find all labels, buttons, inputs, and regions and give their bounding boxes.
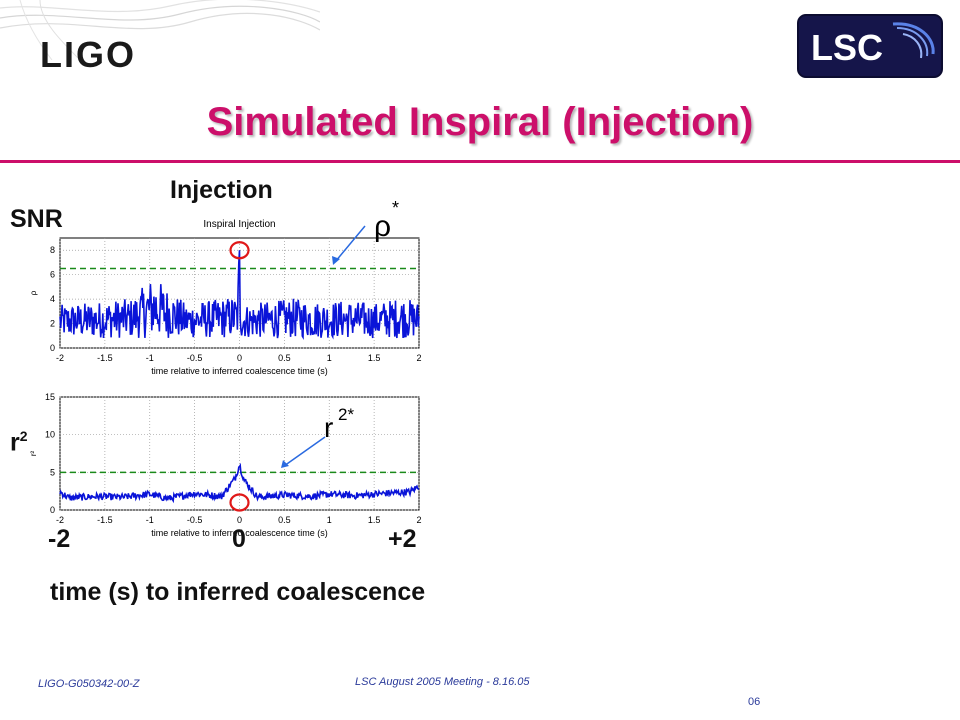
data-trace — [59, 250, 420, 341]
rho-star-label: ρ — [374, 210, 391, 243]
y-axis-label: ρ — [29, 290, 38, 295]
y-tick-label: 5 — [50, 467, 55, 477]
y-tick-label: 2 — [50, 319, 55, 329]
snr-label: SNR — [10, 205, 63, 233]
title-divider — [0, 160, 960, 163]
x-tick-label: 1 — [327, 353, 332, 363]
rho-star-superscript: * — [392, 198, 399, 218]
chart-panel-2: -2 -1.5 -1 -0.5 0 0.5 1 1.5 2 0 5 10 15 time relative… — [29, 392, 422, 538]
y-tick-label: 0 — [50, 343, 55, 353]
r2-star-label: r — [324, 412, 333, 443]
r2-star-superscript: 2* — [338, 405, 354, 424]
lsc-logo-text: LSC — [811, 27, 883, 68]
y-tick-label: 8 — [50, 245, 55, 255]
x-tick-label: -2 — [56, 515, 64, 525]
ligo-logo: LIGO — [40, 34, 136, 75]
rho-star-arrowhead — [332, 256, 340, 265]
x-tick-label: 0 — [237, 353, 242, 363]
x-tick-label: -0.5 — [187, 515, 203, 525]
y-tick-label: 0 — [50, 505, 55, 515]
r2-star-arrow — [283, 436, 326, 467]
chart-title: Inspiral Injection — [203, 219, 275, 230]
r2-label-sup: 2 — [19, 428, 28, 444]
x-tick-label: 0 — [237, 515, 242, 525]
x-tick-label: 2 — [416, 515, 421, 525]
footer-meeting: LSC August 2005 Meeting - 8.16.05 — [355, 676, 530, 688]
footer-doc-id: LIGO-G050342-00-Z — [38, 678, 140, 690]
x-tick-label: 1 — [327, 515, 332, 525]
y-tick-label: 10 — [45, 430, 55, 440]
highlight-marker — [229, 493, 250, 512]
x-tick-label: -1.5 — [97, 515, 113, 525]
x-tick-label: 1.5 — [368, 353, 381, 363]
x-tick-label: 2 — [416, 353, 421, 363]
x-tick-label: -0.5 — [187, 353, 203, 363]
x-tick-label: 0.5 — [278, 515, 291, 525]
highlight-marker — [229, 241, 250, 260]
x-axis-label: time relative to inferred coalescence ti… — [151, 528, 328, 538]
y-tick-label: 15 — [45, 392, 55, 402]
x-tick-label: -1 — [146, 353, 154, 363]
header-wave-decoration — [0, 0, 320, 60]
lsc-logo: LSC — [797, 14, 943, 78]
bottom-tick-left: -2 — [48, 525, 71, 553]
r2-star-arrowhead — [281, 460, 289, 468]
x-tick-label: -1.5 — [97, 353, 113, 363]
r2-label-base: r — [10, 428, 20, 457]
rho-star-arrow — [334, 225, 366, 263]
x-tick-label: 1.5 — [368, 515, 381, 525]
x-tick-label: 0.5 — [278, 353, 291, 363]
bottom-tick-right: +2 — [388, 525, 417, 553]
injection-label: Injection — [170, 176, 273, 204]
slide-title: Simulated Inspiral (Injection) — [206, 100, 754, 144]
bottom-axis-label: time (s) to inferred coalescence — [50, 578, 426, 606]
r2-label: r2 — [10, 428, 28, 457]
x-tick-label: -1 — [146, 515, 154, 525]
chart-panel-1: -2 -1.5 -1 -0.5 0 0.5 1 1.5 2 0 2 4 6 8 time relative … — [29, 219, 422, 376]
y-axis-label: r² — [29, 451, 38, 457]
y-tick-label: 4 — [50, 294, 55, 304]
page-number: 06 — [748, 696, 761, 708]
x-axis-label: time relative to inferred coalescence ti… — [151, 366, 328, 376]
bottom-tick-mid: 0 — [232, 525, 246, 553]
y-tick-label: 6 — [50, 270, 55, 280]
x-tick-label: -2 — [56, 353, 64, 363]
data-trace — [59, 462, 420, 504]
